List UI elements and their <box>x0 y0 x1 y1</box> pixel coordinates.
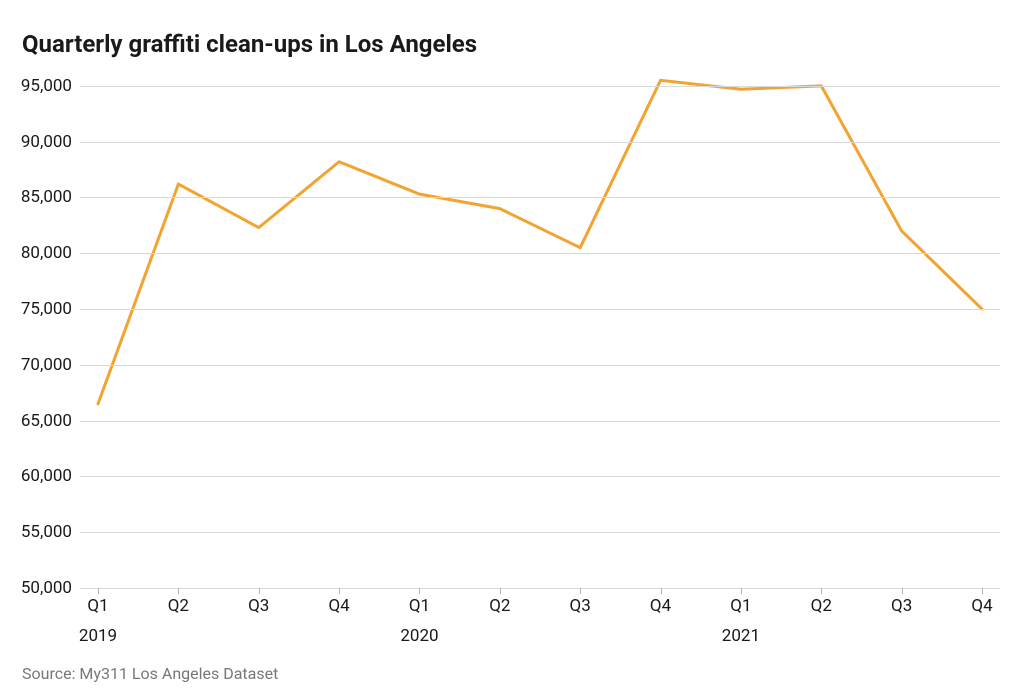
chart-source: Source: My311 Los Angeles Dataset <box>22 664 278 683</box>
y-tick-label: 55,000 <box>21 522 80 542</box>
grid-line <box>80 197 1000 198</box>
grid-line <box>80 142 1000 143</box>
chart-plot-area: 50,00055,00060,00065,00070,00075,00080,0… <box>80 58 1000 588</box>
x-tick-label: Q3 <box>248 588 269 616</box>
x-axis-line <box>80 588 1000 589</box>
x-tick-label: Q4 <box>971 588 992 616</box>
x-tick-label: Q4 <box>328 588 349 616</box>
grid-line <box>80 421 1000 422</box>
x-tick-label: Q4 <box>650 588 671 616</box>
grid-line <box>80 532 1000 533</box>
line-series-layer <box>80 58 1000 588</box>
y-tick-label: 80,000 <box>21 243 80 263</box>
chart-title: Quarterly graffiti clean-ups in Los Ange… <box>22 30 477 58</box>
x-year-label: 2021 <box>722 588 760 646</box>
y-tick-label: 85,000 <box>21 187 80 207</box>
y-tick-label: 75,000 <box>21 299 80 319</box>
y-tick-label: 90,000 <box>21 132 80 152</box>
grid-line <box>80 86 1000 87</box>
grid-line <box>80 253 1000 254</box>
x-year-label: 2019 <box>79 588 117 646</box>
x-tick-label: Q2 <box>168 588 189 616</box>
y-tick-label: 65,000 <box>21 411 80 431</box>
grid-line <box>80 309 1000 310</box>
y-tick-label: 50,000 <box>21 578 80 598</box>
x-tick-label: Q3 <box>891 588 912 616</box>
x-year-label: 2020 <box>400 588 438 646</box>
y-tick-label: 70,000 <box>21 355 80 375</box>
grid-line <box>80 365 1000 366</box>
y-tick-label: 60,000 <box>21 466 80 486</box>
x-tick-label: Q2 <box>811 588 832 616</box>
y-tick-label: 95,000 <box>21 76 80 96</box>
line-series <box>98 80 982 404</box>
x-tick-label: Q3 <box>570 588 591 616</box>
x-tick-label: Q2 <box>489 588 510 616</box>
grid-line <box>80 476 1000 477</box>
